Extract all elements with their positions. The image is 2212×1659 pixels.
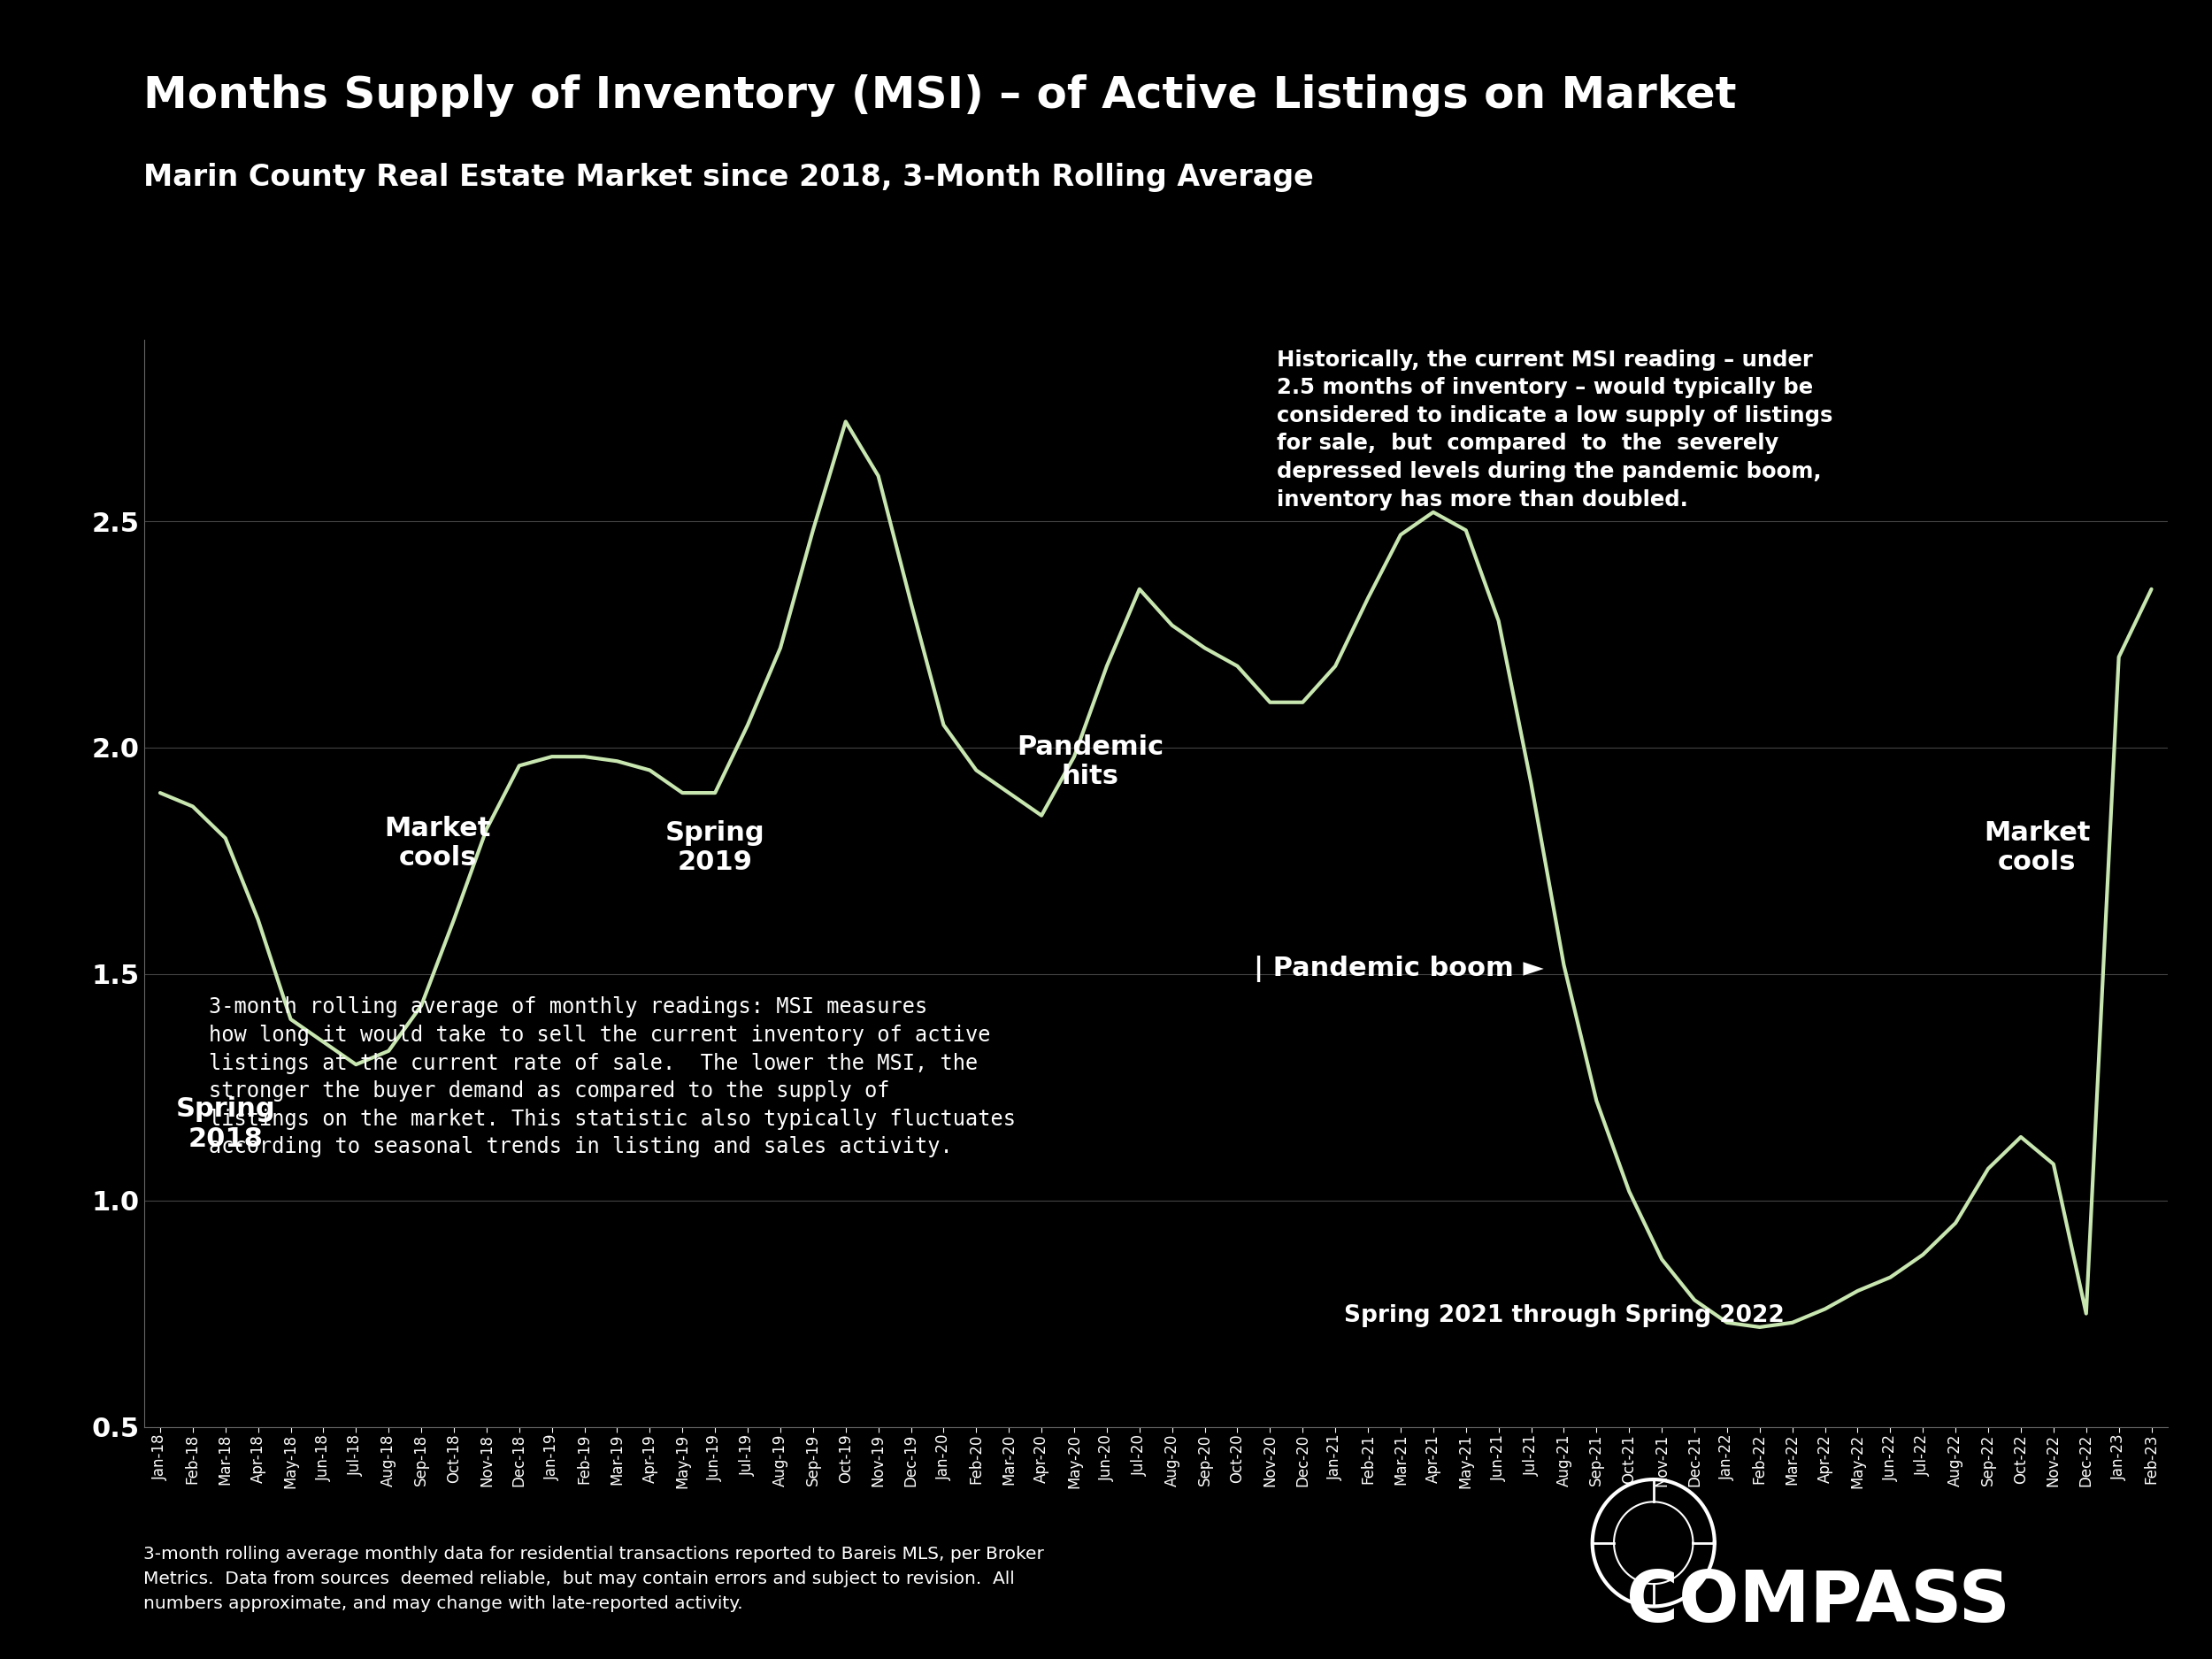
Text: Spring
2019: Spring 2019: [666, 820, 765, 876]
Text: Marin County Real Estate Market since 2018, 3-Month Rolling Average: Marin County Real Estate Market since 20…: [144, 163, 1314, 192]
Text: Spring
2018: Spring 2018: [175, 1097, 274, 1151]
Text: Spring 2021 through Spring 2022: Spring 2021 through Spring 2022: [1343, 1304, 1785, 1327]
Text: Months Supply of Inventory (MSI) – of Active Listings on Market: Months Supply of Inventory (MSI) – of Ac…: [144, 75, 1736, 118]
Text: 3-month rolling average of monthly readings: MSI measures
how long it would take: 3-month rolling average of monthly readi…: [210, 997, 1015, 1158]
Text: Market
cools: Market cools: [1984, 820, 2090, 876]
Text: Market
cools: Market cools: [385, 816, 491, 871]
Text: | Pandemic boom ►: | Pandemic boom ►: [1254, 956, 1544, 982]
Text: COMPASS: COMPASS: [1626, 1568, 2011, 1637]
Text: 3-month rolling average monthly data for residential transactions reported to Ba: 3-month rolling average monthly data for…: [144, 1546, 1044, 1613]
Text: Pandemic
hits: Pandemic hits: [1018, 733, 1164, 790]
Text: Historically, the current MSI reading – under
2.5 months of inventory – would ty: Historically, the current MSI reading – …: [1276, 348, 1832, 511]
